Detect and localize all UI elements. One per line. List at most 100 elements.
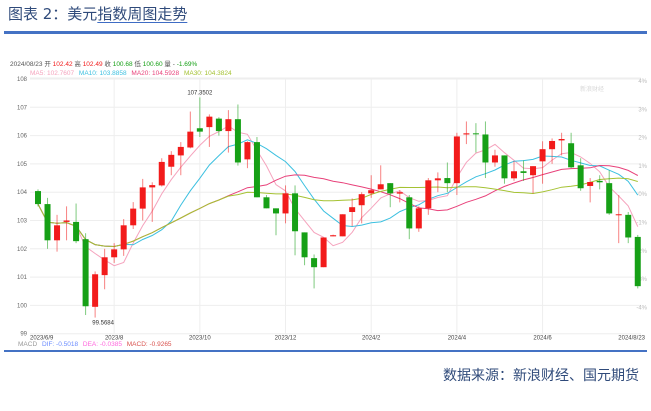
bottom-rule — [4, 350, 647, 352]
candle-body — [330, 235, 337, 237]
y-tick-label: 107 — [17, 105, 28, 111]
ma10-line — [37, 139, 639, 248]
candle-body — [549, 140, 556, 150]
high-value: 102.49 — [82, 61, 103, 68]
y-right-tick-label: -3% — [636, 277, 647, 283]
candle-body — [434, 178, 441, 181]
candle-body — [282, 193, 289, 214]
price-annotation: 99.5684 — [92, 321, 114, 327]
y-right-tick-label: 2% — [638, 136, 647, 142]
candle-body — [587, 182, 594, 186]
candle-body — [92, 274, 99, 307]
candle-body — [444, 178, 451, 184]
candle-body — [530, 166, 537, 176]
y-tick-label: 106 — [17, 134, 28, 140]
macd-value: MACD: -0.9265 — [126, 341, 172, 348]
candle-body — [139, 187, 146, 209]
change-value: -1.69% — [176, 61, 198, 68]
candle-body — [577, 165, 584, 189]
candle-body — [501, 155, 508, 179]
info-date: 2024/08/23 — [10, 61, 43, 68]
x-tick-label: 2024/8/23 — [618, 336, 645, 342]
low-value: 100.60 — [142, 61, 163, 68]
candle-body — [615, 214, 622, 216]
candle-body — [425, 180, 432, 209]
candle-body — [292, 193, 299, 232]
open-label: 开 — [44, 61, 51, 68]
watermark-logo: 新浪财经 — [580, 85, 604, 93]
candle-body — [263, 197, 270, 209]
candle-body — [511, 171, 517, 179]
candle-body — [196, 128, 203, 132]
y-right-tick-label: 1% — [638, 164, 647, 170]
y-right-tick-label: 0% — [638, 192, 647, 198]
candle-body — [73, 221, 80, 242]
candle-body — [491, 155, 498, 163]
candle-body — [311, 258, 318, 268]
ma20-line — [37, 164, 639, 248]
candle-body — [558, 138, 565, 141]
candle-body — [339, 214, 346, 237]
candle-body — [225, 119, 232, 132]
candle-body — [368, 190, 375, 194]
candle-body — [253, 142, 260, 198]
y-right-tick-label: -1% — [636, 221, 647, 227]
y-tick-label: 108 — [17, 77, 28, 83]
candle-body — [120, 225, 127, 250]
candle-body — [215, 118, 222, 132]
legend-ma10: MA10: 103.8858 — [78, 70, 127, 77]
candle-body — [111, 249, 118, 258]
candle-body — [54, 225, 61, 241]
top-rule — [4, 31, 647, 34]
y-tick-label: 100 — [17, 303, 28, 309]
legend-ma5: MA5: 102.7607 — [30, 70, 75, 77]
y-tick-label: 102 — [17, 247, 28, 253]
candle-body — [234, 119, 241, 163]
candle-body — [35, 191, 41, 205]
open-value: 102.42 — [52, 61, 73, 68]
candle-body — [520, 171, 527, 173]
volume-value: - — [172, 61, 175, 68]
candle-body — [273, 208, 279, 214]
close-label: 收 — [104, 61, 111, 68]
ma-legend: MA5: 102.7607 MA10: 103.8858 MA20: 104.5… — [30, 70, 235, 77]
candle-body — [320, 237, 327, 268]
low-label: 低 — [134, 61, 141, 68]
candle-body — [415, 208, 422, 229]
y-right-tick-label: -2% — [636, 249, 647, 255]
candle-body — [358, 194, 365, 206]
volume-label: 量 — [164, 61, 171, 68]
x-tick-label: 2024/6 — [533, 336, 552, 342]
candle-body — [244, 142, 251, 160]
legend-ma30: MA30: 104.3824 — [183, 70, 232, 77]
candle-body — [482, 134, 489, 163]
candle-body — [377, 184, 384, 190]
candle-body — [301, 232, 308, 258]
macd-legend: MACD DIF: -0.5018 DEA: -0.0385 MACD: -0.… — [18, 341, 175, 348]
macd-dea: DEA: -0.0385 — [82, 341, 122, 348]
title-underlined: 指数周图走势 — [97, 5, 188, 23]
y-right-tick-label: -4% — [636, 305, 647, 311]
x-tick-label: 2024/2 — [362, 336, 381, 342]
candle-body — [596, 180, 603, 183]
legend-ma20: MA20: 104.5928 — [131, 70, 180, 77]
candle-body — [82, 239, 89, 307]
candle-body — [568, 143, 575, 168]
ohlc-info: 2024/08/23 开 102.42 高 102.49 收 100.68 低 … — [10, 61, 197, 68]
candle-body — [101, 257, 108, 276]
x-tick-label: 2023/10 — [189, 336, 211, 342]
candle-body — [625, 214, 632, 238]
candle-body — [606, 183, 613, 214]
y-tick-label: 101 — [17, 275, 28, 281]
figure-title: 图表 2：美元指数周图走势 — [8, 3, 187, 24]
candle-body — [463, 133, 470, 135]
price-annotation: 107.3502 — [187, 90, 213, 96]
y-tick-label: 105 — [17, 162, 28, 168]
high-label: 高 — [74, 61, 81, 68]
macd-label: MACD — [18, 341, 38, 348]
y-right-tick-label: 3% — [638, 107, 647, 113]
source-note: 数据来源：新浪财经、国元期货 — [443, 368, 639, 384]
x-tick-label: 2024/4 — [448, 336, 467, 342]
candle-body — [387, 183, 394, 194]
